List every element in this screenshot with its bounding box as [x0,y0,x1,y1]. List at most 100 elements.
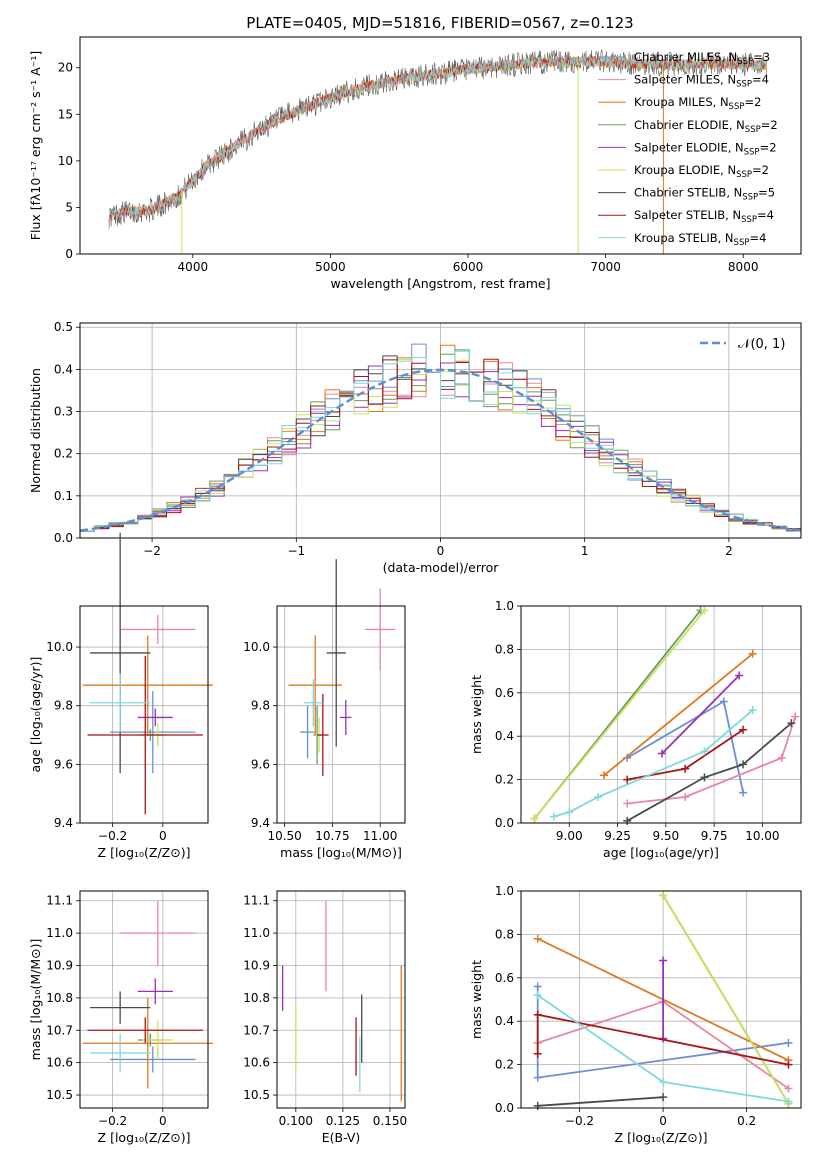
age_vs_z-ylabel: age [log₁₀(age/yr)] [28,657,43,773]
residuals-xtick-label: 0 [437,544,445,558]
weight_vs_age-marker-kroupa_stelib [700,747,709,756]
weight_vs_z-marker-chabrier_miles [533,1073,542,1082]
age_vs_mass-xtick-label: 11.00 [363,829,397,843]
weight_vs_z-marker-kroupa_miles [533,934,542,943]
residuals-ytick-label: 0.5 [54,320,73,334]
weight_vs_z-frame [520,890,802,1109]
residuals-xtick-label: 1 [581,544,589,558]
age_vs_mass-point-salpeter_miles [364,588,396,671]
mass_vs_z-xtick-label: −0.2 [98,1114,127,1128]
weight_vs_z-marker-chabrier_miles [784,1038,793,1047]
residuals-xlabel: (data-model)/error [383,560,500,575]
weight_vs_age-marker-kroupa_stelib [748,706,757,715]
legend-label-kroupa_miles: Kroupa MILES, NSSP=2 [634,95,761,112]
age_vs_mass-point-chabrier_miles [299,705,316,759]
residuals-frame [79,322,802,539]
weight_vs_age-line-salpeter_miles [627,716,797,805]
weight_vs_age-line-salpeter_elodie [661,674,740,755]
spectrum-xtick-label: 4000 [178,260,209,274]
mass_vs_ebv-ytick-label: 10.9 [243,958,270,972]
weight_vs_age-ytick-label: 0.8 [495,642,514,656]
age_vs_z-ytick-label: 9.4 [54,816,73,830]
mass_vs_ebv-ytick-label: 10.6 [243,1056,270,1070]
weight_vs_age-xtick-label: 9.75 [701,829,728,843]
spectrum-series-kroupa_stelib [108,55,767,223]
weight_vs_z-marker-chabrier_miles [533,982,542,991]
weight_vs_age-marker-kroupa_stelib [594,792,603,801]
legend-label-chabrier_miles: Chabrier MILES, NSSP=3 [634,50,770,67]
age_vs_z-point-kroupa_stelib [90,673,151,733]
weight_vs_z-line-kroupa_elodie [662,894,790,1105]
residuals-ytick-label: 0.0 [54,531,73,545]
weight_vs_age-ytick-label: 0.6 [495,686,514,700]
weight_vs_age-marker-chabrier_stelib [623,816,632,825]
weight_vs_z-xlabel: Z [log₁₀(Z/Z⊙)] [615,1130,708,1145]
mass_vs_ebv-xtick-label: 0.100 [279,1114,313,1128]
legend-label-chabrier_stelib: Chabrier STELIB, NSSP=5 [634,186,775,203]
mass_vs_z-point-salpeter_stelib [87,1017,203,1044]
weight_vs_z-marker-salpeter_stelib [784,1060,793,1069]
weight_vs_age-marker-salpeter_stelib [681,764,690,773]
weight_vs_age-frame [520,605,802,824]
mass_vs_z-point-salpeter_elodie [137,978,173,1005]
normal-curve [79,368,802,532]
mass_vs_z-point-chabrier_miles [110,1046,196,1073]
residuals-ytick-label: 0.2 [54,447,73,461]
weight_vs_age-marker-chabrier_miles [719,697,728,706]
weight_vs_age-marker-salpeter_elodie [657,749,666,758]
age_vs_mass-point-kroupa_stelib [303,679,323,727]
age_vs_mass-point-salpeter_stelib [317,693,329,777]
age_vs_z-point-salpeter_miles [120,614,196,645]
mass_vs_ebv-xlabel: E(B-V) [322,1130,361,1145]
spectrum-ytick-label: 20 [58,61,73,75]
spectrum-xtick-label: 5000 [315,260,346,274]
age_vs_mass-ytick-label: 9.4 [251,816,270,830]
age_vs_mass-xtick-label: 10.75 [315,829,349,843]
weight_vs_age-marker-salpeter_stelib [623,775,632,784]
mass_vs_z-xlabel: Z [log₁₀(Z/Z⊙)] [98,1130,191,1145]
weight_vs_z-marker-kroupa_stelib [659,1077,668,1086]
residuals-ytick-label: 0.1 [54,489,73,503]
mass_vs_z-point-kroupa_elodie [142,1020,173,1060]
weight_vs_age-ytick-label: 0.2 [495,773,514,787]
spectrum-lines [108,49,767,229]
age_vs_z-point-kroupa_miles [82,635,214,736]
age_vs_z-frame [79,605,209,824]
weight_vs_z-marker-salpeter_stelib [533,1010,542,1019]
age_vs_mass-ytick-label: 10.0 [243,640,270,654]
age_vs_z-ytick-label: 10.0 [46,640,73,654]
residuals-ytick-label: 0.4 [54,362,73,376]
weight_vs_age-line-chabrier_stelib [626,722,792,822]
weight_vs_age-xlabel: age [log₁₀(age/yr)] [603,845,719,860]
weight_vs_age-xtick-label: 9.25 [604,829,631,843]
legend-label-kroupa_stelib: Kroupa STELIB, NSSP=4 [634,231,766,248]
weight_vs_age-xtick-label: 10.00 [745,829,779,843]
age_vs_mass-point-kroupa_miles [288,635,342,736]
weight_vs_z-ytick-label: 1.0 [495,884,514,898]
mass_vs_ebv-xtick-label: 0.125 [326,1114,360,1128]
weight_vs_age-marker-salpeter_miles [777,753,786,762]
mass_vs_z-point-chabrier_stelib [90,991,151,1024]
mass_vs_z-point-kroupa_stelib [90,1033,151,1073]
weight_vs_age-marker-kroupa_elodie [530,814,539,823]
weight_vs_age-line-chabrier_miles [626,700,744,793]
mass_vs_z-point-salpeter_miles [120,900,196,966]
weight_vs_age-marker-salpeter_miles [791,712,800,721]
spectrum-ytick-label: 15 [58,107,73,121]
weight_vs_z-marker-chabrier_stelib [533,1101,542,1110]
weight_vs_age-ytick-label: 0.0 [495,816,514,830]
age_vs_z-point-chabrier_stelib [90,532,151,774]
weight_vs_age-xtick-label: 9.50 [652,829,679,843]
weight_vs_age-xtick-label: 9.00 [556,829,583,843]
spectrum-title: PLATE=0405, MJD=51816, FIBERID=0567, z=0… [246,14,633,32]
spectrum-xtick-label: 6000 [453,260,484,274]
weight_vs_age-marker-chabrier_stelib [787,719,796,728]
mass_vs_ebv-ytick-label: 10.7 [243,1023,270,1037]
mass_vs_ebv-ytick-label: 11.0 [243,926,270,940]
residuals-xtick-label: −2 [143,544,161,558]
residuals-ylabel: Normed distribution [28,368,43,493]
age_vs_z-point-salpeter_elodie [137,708,173,727]
mass_vs_z-frame [79,890,209,1109]
weight_vs_age-marker-kroupa_stelib [565,808,574,817]
